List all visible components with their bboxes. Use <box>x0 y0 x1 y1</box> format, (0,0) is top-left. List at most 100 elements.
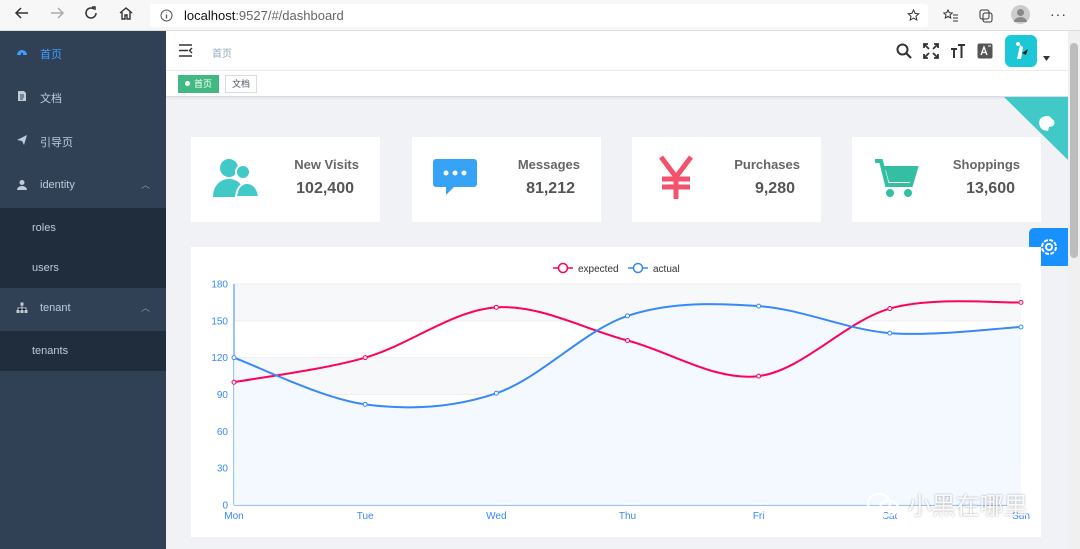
data-point-actual <box>887 330 893 336</box>
sidebar-item-roles[interactable]: roles <box>0 208 166 248</box>
main-content: 首页 首页 文档 New Visits 102,400 Mess <box>166 31 1068 549</box>
sidebar-item-label: roles <box>32 222 56 234</box>
chart-series <box>231 299 1024 505</box>
refresh-icon <box>85 6 97 19</box>
collections-icon[interactable] <box>978 8 993 23</box>
sidebar-item-tenants[interactable]: tenants <box>0 331 166 371</box>
tree-icon <box>16 302 28 313</box>
shopping-icon <box>875 159 919 197</box>
series-area-actual <box>234 304 1021 505</box>
sidebar-item-label: identity <box>40 179 75 191</box>
more-menu-button[interactable]: ··· <box>1050 6 1067 22</box>
data-point-actual <box>756 303 762 309</box>
hamburger-icon[interactable] <box>179 44 193 57</box>
scrollbar-thumb[interactable] <box>1070 43 1078 258</box>
x-tick-label: Tue <box>357 511 374 522</box>
data-point-expected <box>756 373 762 379</box>
font-size-icon[interactable] <box>950 43 966 59</box>
search-icon[interactable] <box>896 43 912 59</box>
peoples-icon <box>213 159 261 198</box>
data-point-expected <box>625 337 630 343</box>
chart-legend: expected actual <box>553 262 680 275</box>
avatar-logo-icon <box>1016 42 1028 59</box>
y-tick-label: 150 <box>211 316 228 327</box>
favorite-star-icon[interactable] <box>907 9 920 22</box>
sidebar-item-guide[interactable]: 引导页 <box>0 119 166 163</box>
card-value: 9,280 <box>754 180 795 197</box>
x-tick-label: Sat <box>882 511 897 522</box>
back-arrow-icon <box>14 7 28 19</box>
dashboard-icon <box>17 50 27 56</box>
card-value: 13,600 <box>966 180 1015 197</box>
y-tick-label: 60 <box>217 427 229 438</box>
document-icon <box>18 91 26 101</box>
legend-label-actual: actual <box>653 264 680 275</box>
sidebar-item-users[interactable]: users <box>0 248 166 288</box>
card-title: New Visits <box>294 157 359 172</box>
home-button[interactable] <box>115 5 137 25</box>
card-messages[interactable]: Messages 81,212 <box>412 137 601 222</box>
breadcrumb: 首页 <box>212 49 232 60</box>
forward-button[interactable] <box>46 5 68 25</box>
legend-label-expected: expected <box>578 264 619 275</box>
card-purchases[interactable]: Purchases 9,280 <box>632 137 821 222</box>
data-point-actual <box>362 401 368 407</box>
card-shoppings[interactable]: Shoppings 13,600 <box>852 137 1041 222</box>
sidebar-item-label: 首页 <box>40 49 62 61</box>
sidebar-item-tenant[interactable]: tenant ︿ <box>0 287 166 331</box>
refresh-button[interactable] <box>80 5 102 25</box>
sidebar-item-home[interactable]: 首页 <box>0 31 166 75</box>
sidebar-item-identity[interactable]: identity ︿ <box>0 164 166 208</box>
sidebar-item-docs[interactable]: 文档 <box>0 75 166 119</box>
card-title: Messages <box>517 157 580 172</box>
data-point-expected <box>887 306 893 312</box>
tags-view: 首页 文档 <box>166 71 1068 97</box>
profile-avatar[interactable] <box>1011 5 1030 24</box>
page-scrollbar[interactable] <box>1068 31 1080 549</box>
data-point-actual <box>493 390 499 396</box>
sidebar-item-label: 文档 <box>40 93 62 105</box>
github-corner-icon[interactable] <box>1004 97 1068 160</box>
data-point-expected <box>231 379 237 385</box>
home-icon <box>119 7 133 20</box>
info-icon <box>160 9 173 22</box>
tag-home[interactable]: 首页 <box>178 75 220 93</box>
forward-arrow-icon <box>51 7 65 19</box>
tag-docs[interactable]: 文档 <box>225 75 258 93</box>
y-tick-label: 30 <box>217 464 229 475</box>
money-icon <box>659 155 693 199</box>
sidebar-item-label: users <box>32 262 59 274</box>
card-new-visits[interactable]: New Visits 102,400 <box>191 137 380 222</box>
y-tick-label: 0 <box>222 501 228 512</box>
user-icon <box>17 180 27 190</box>
guide-icon <box>17 135 27 145</box>
wechat-icon <box>867 493 899 517</box>
card-title: Shoppings <box>952 157 1020 172</box>
card-value: 81,212 <box>526 180 575 197</box>
fullscreen-icon[interactable] <box>923 43 939 59</box>
x-tick-label: Thu <box>619 511 636 522</box>
person-icon <box>1014 9 1027 22</box>
browser-toolbar: localhost:9527/#/dashboard ··· <box>0 0 1080 31</box>
watermark-text: 小黑在哪里 <box>907 492 1028 520</box>
data-point-expected <box>362 355 368 361</box>
language-icon[interactable] <box>977 43 993 59</box>
legend-marker-expected <box>557 262 569 274</box>
address-bar[interactable]: localhost:9527/#/dashboard <box>150 4 928 27</box>
x-tick-label: Mon <box>224 511 243 522</box>
sidebar-item-label: 引导页 <box>40 137 73 149</box>
data-point-actual <box>1018 324 1024 330</box>
data-point-expected <box>1018 299 1024 305</box>
back-button[interactable] <box>11 5 33 25</box>
y-tick-label: 90 <box>217 390 229 401</box>
avatar[interactable] <box>1005 35 1037 67</box>
y-tick-label: 180 <box>211 280 228 291</box>
card-title: Purchases <box>734 157 800 172</box>
sidebar-item-label: tenants <box>32 345 69 357</box>
url-text: localhost:9527/#/dashboard <box>184 8 344 23</box>
sidebar: 首页 文档 引导页 identity ︿ roles users tenant … <box>0 31 166 549</box>
data-point-expected <box>493 304 499 310</box>
caret-down-icon[interactable] <box>1043 56 1050 61</box>
favorites-icon[interactable] <box>943 8 958 23</box>
card-value: 102,400 <box>296 180 354 197</box>
